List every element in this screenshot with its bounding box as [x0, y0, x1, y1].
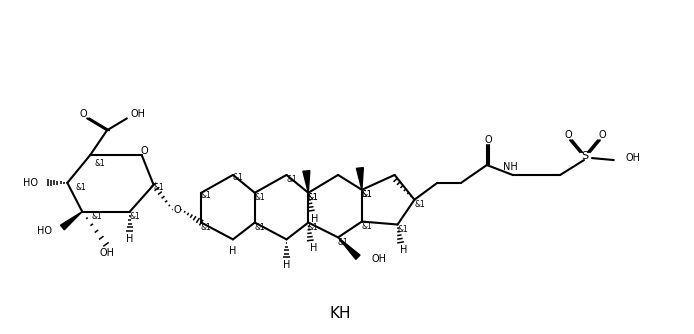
Text: H: H	[400, 245, 407, 255]
Text: &1: &1	[286, 175, 297, 184]
Text: &1: &1	[397, 225, 408, 234]
Text: O: O	[79, 110, 87, 120]
Text: &1: &1	[338, 238, 348, 247]
Polygon shape	[357, 168, 364, 190]
Text: H: H	[310, 243, 317, 253]
Text: HO: HO	[23, 178, 37, 188]
Text: H: H	[229, 246, 237, 256]
Text: H: H	[283, 260, 290, 270]
Text: &1: &1	[308, 223, 319, 232]
Text: HO: HO	[37, 226, 53, 236]
Text: &1: &1	[308, 193, 319, 202]
Text: H: H	[126, 234, 133, 244]
Polygon shape	[303, 171, 310, 193]
Polygon shape	[338, 237, 360, 259]
Text: &1: &1	[232, 173, 244, 182]
Text: OH: OH	[130, 110, 146, 120]
Text: &1: &1	[255, 193, 265, 202]
Text: &1: &1	[414, 200, 425, 209]
Text: O: O	[174, 205, 181, 215]
Text: OH: OH	[626, 153, 641, 163]
Text: &1: &1	[153, 183, 164, 192]
Text: &1: &1	[129, 212, 140, 221]
Text: S: S	[582, 151, 589, 161]
Text: KH: KH	[330, 306, 350, 321]
Text: &1: &1	[308, 193, 319, 202]
Text: H: H	[311, 213, 318, 223]
Text: O: O	[598, 130, 606, 140]
Text: &1: &1	[362, 190, 372, 199]
Text: NH: NH	[503, 162, 518, 172]
Text: O: O	[141, 146, 149, 156]
Text: O: O	[485, 135, 493, 145]
Text: O: O	[564, 130, 572, 140]
Text: &1: &1	[94, 159, 105, 168]
Text: &1: &1	[201, 223, 212, 232]
Text: OH: OH	[372, 254, 387, 264]
Text: OH: OH	[99, 248, 115, 258]
Text: &1: &1	[362, 190, 372, 199]
Text: &1: &1	[201, 191, 212, 200]
Text: &1: &1	[76, 183, 87, 192]
Text: &1: &1	[92, 212, 103, 221]
Text: &1: &1	[255, 223, 265, 232]
Text: &1: &1	[362, 222, 372, 231]
Polygon shape	[60, 212, 82, 230]
